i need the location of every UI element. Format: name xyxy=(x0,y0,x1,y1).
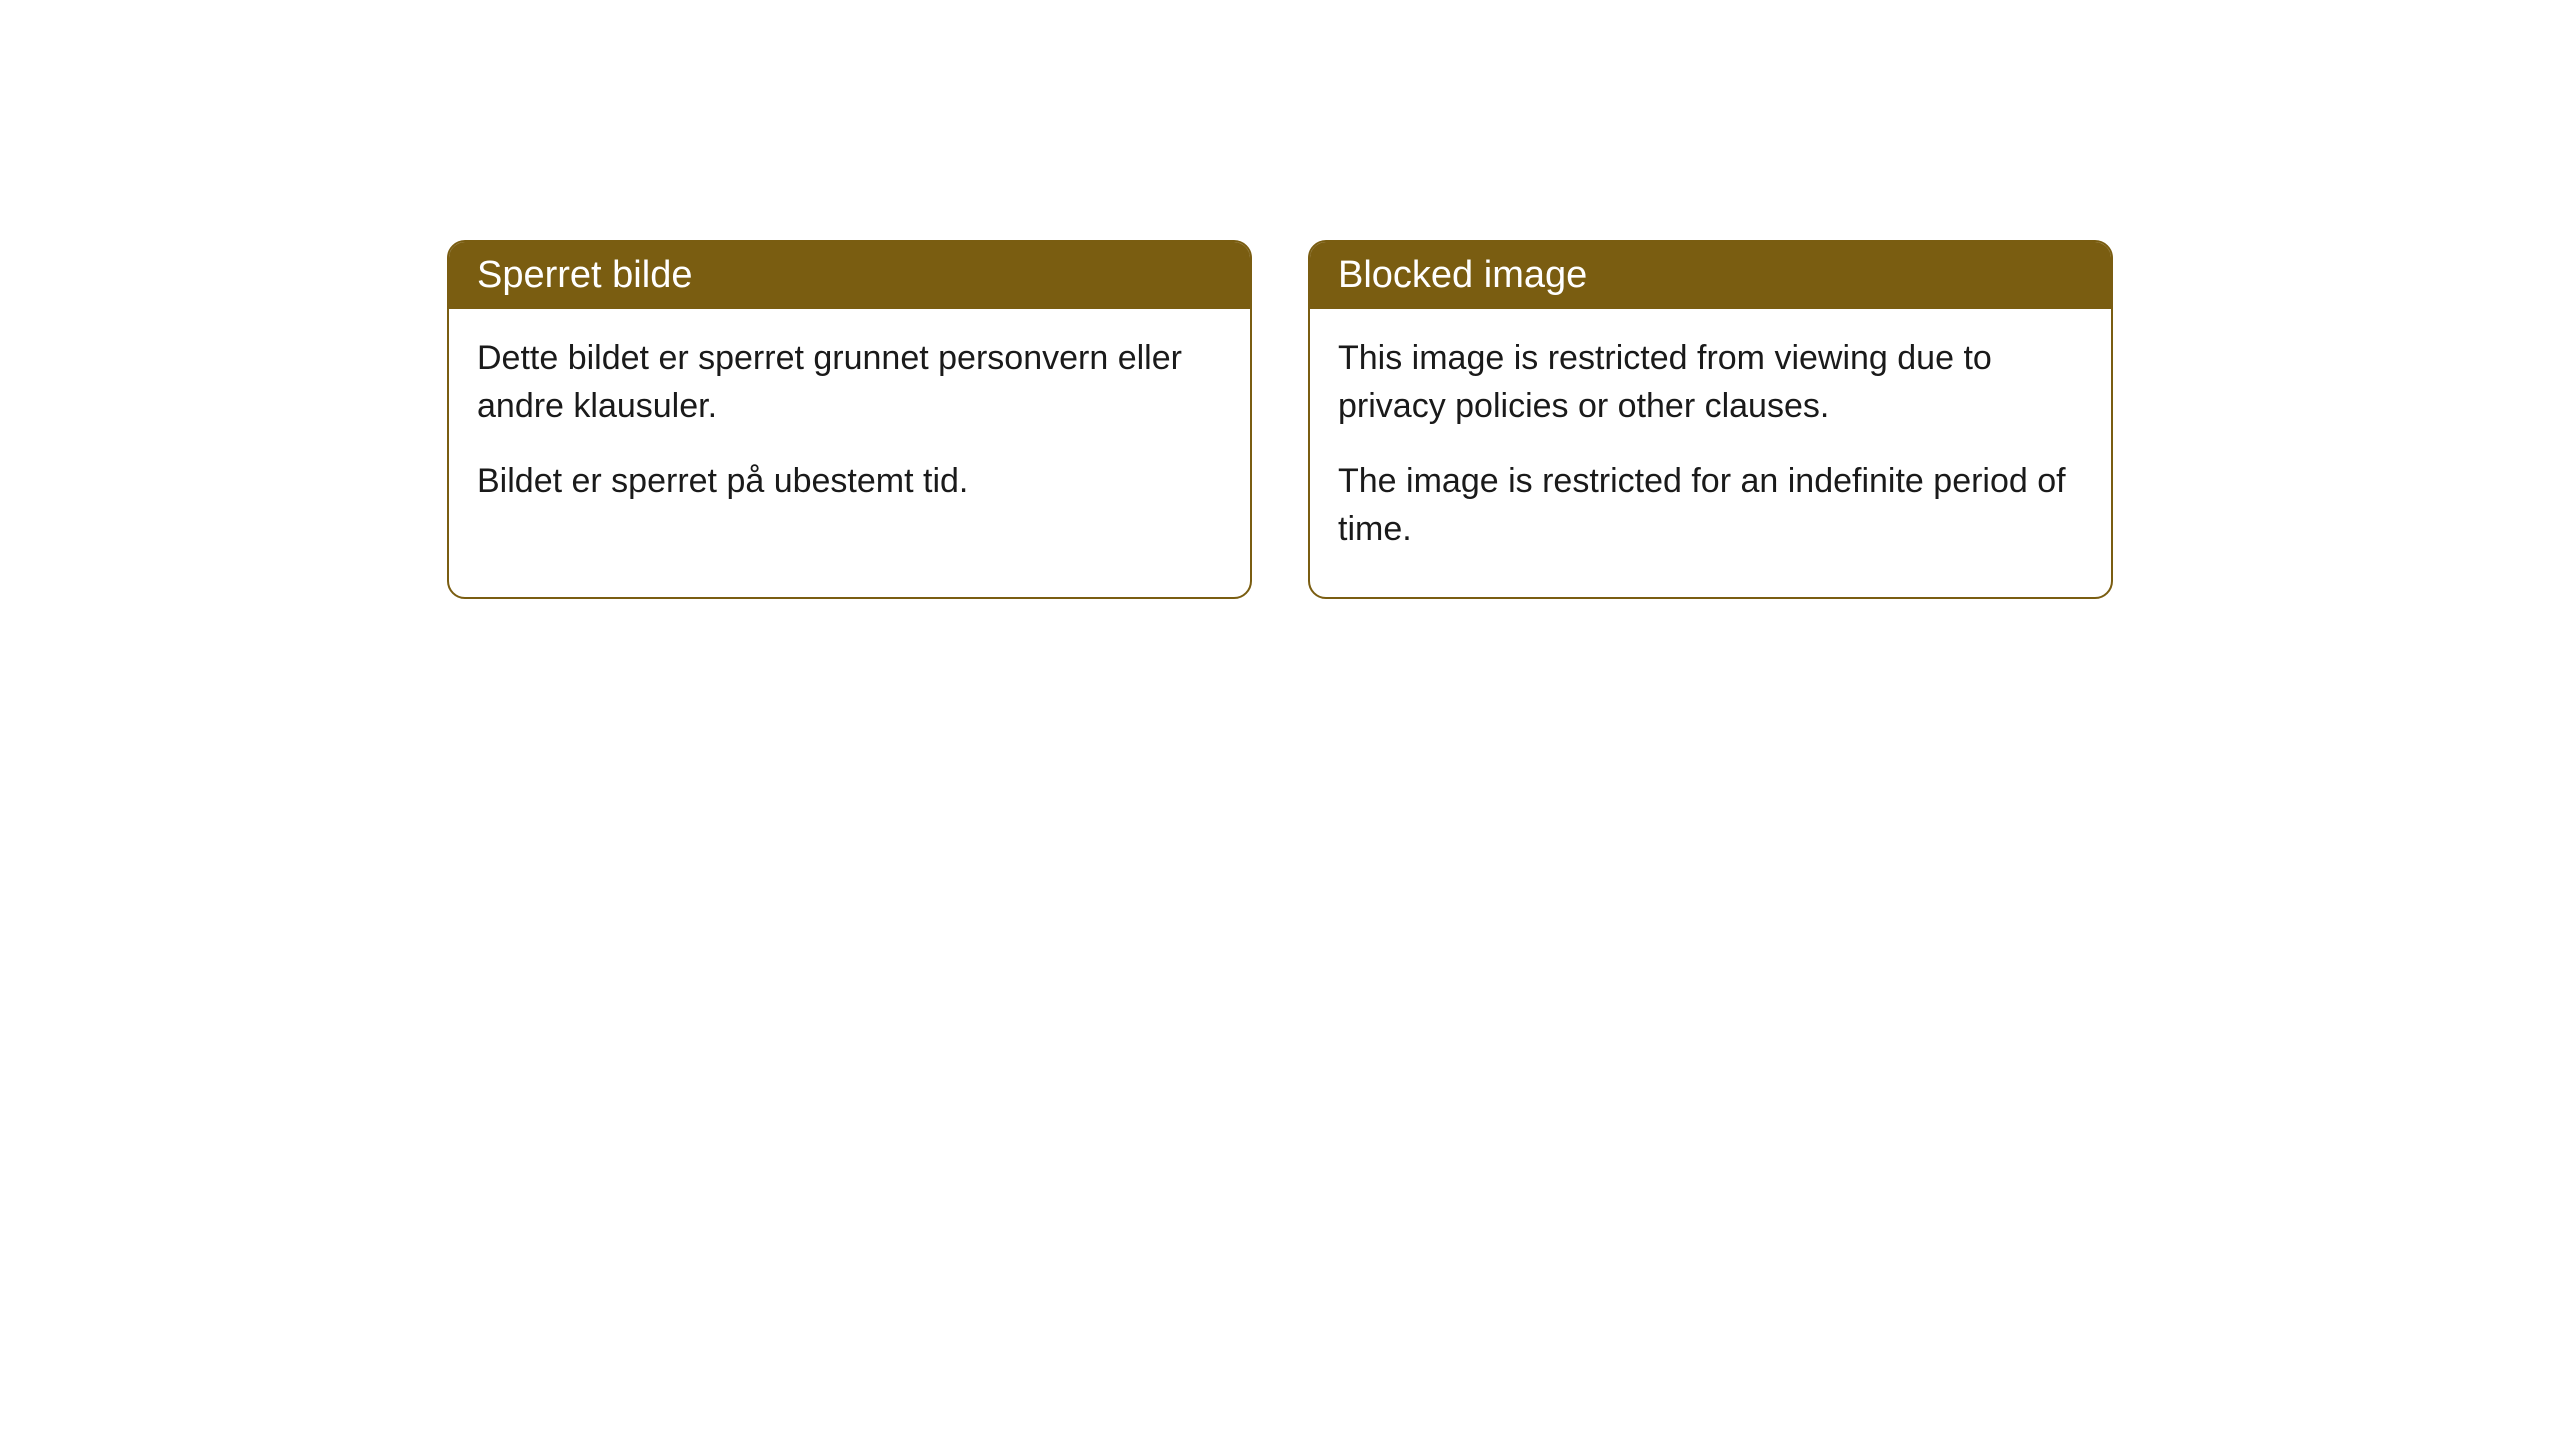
card-paragraph-1: Dette bildet er sperret grunnet personve… xyxy=(477,335,1222,430)
card-body-norwegian: Dette bildet er sperret grunnet personve… xyxy=(449,309,1250,550)
card-norwegian: Sperret bilde Dette bildet er sperret gr… xyxy=(447,240,1252,599)
card-title: Blocked image xyxy=(1338,254,1587,296)
card-title: Sperret bilde xyxy=(477,254,692,296)
card-header-norwegian: Sperret bilde xyxy=(449,242,1250,309)
cards-container: Sperret bilde Dette bildet er sperret gr… xyxy=(447,240,2113,599)
card-paragraph-1: This image is restricted from viewing du… xyxy=(1338,335,2083,430)
card-english: Blocked image This image is restricted f… xyxy=(1308,240,2113,599)
card-header-english: Blocked image xyxy=(1310,242,2111,309)
card-body-english: This image is restricted from viewing du… xyxy=(1310,309,2111,597)
card-paragraph-2: The image is restricted for an indefinit… xyxy=(1338,458,2083,553)
card-paragraph-2: Bildet er sperret på ubestemt tid. xyxy=(477,458,1222,506)
